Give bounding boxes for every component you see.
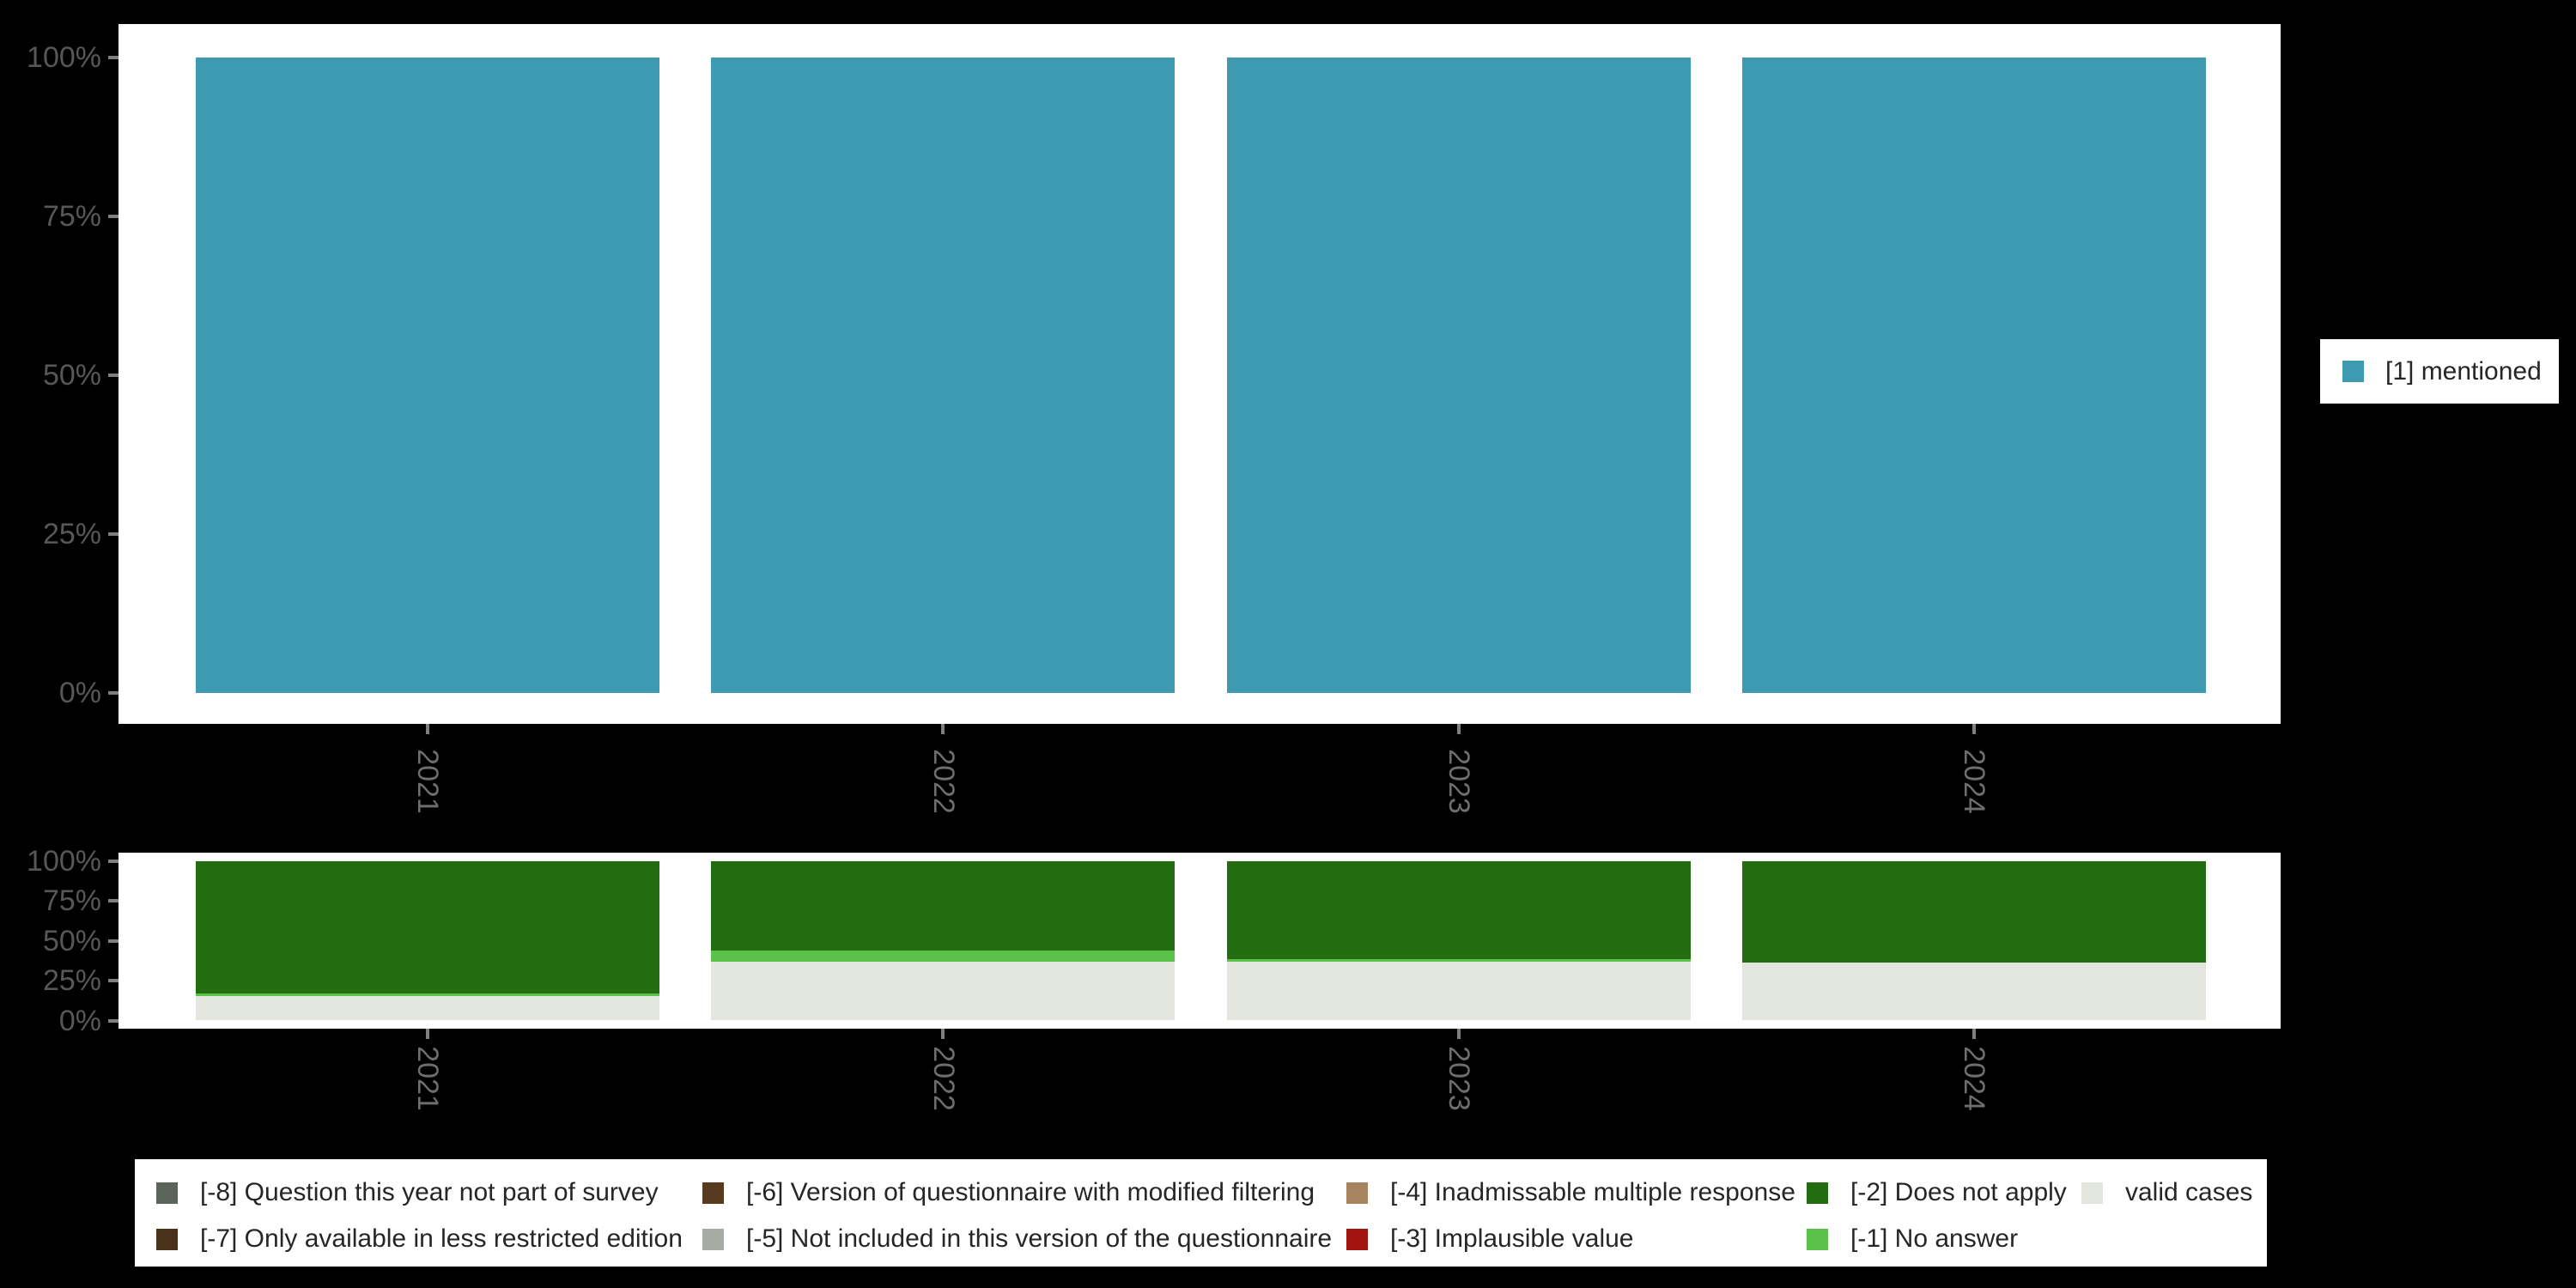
x-tick-mark-top: [941, 724, 945, 734]
y-tick-mark-top: [108, 215, 118, 218]
x-axis-year-label-bottom: 2024: [1957, 1042, 1991, 1115]
bar-segment-2021-bottom: [196, 993, 659, 996]
x-axis-year-text: 2024: [1958, 1046, 1991, 1111]
y-tick-label-top: 0%: [58, 677, 101, 709]
y-tick-label-bottom: 50%: [42, 924, 101, 957]
x-tick-mark-bottom: [1972, 1029, 1977, 1039]
y-tick-label-bottom: 25%: [42, 964, 101, 998]
y-tick-label-top: 100%: [27, 41, 101, 74]
bar-segment-2023-top: [1226, 58, 1691, 693]
legend-swatch: [1346, 1228, 1368, 1250]
legend-swatch: [1346, 1182, 1368, 1204]
legend-swatch: [1807, 1182, 1828, 1204]
x-axis-year-text: 2022: [927, 749, 960, 814]
x-axis-year-text: 2021: [411, 1046, 445, 1111]
legend-item: valid cases: [2081, 1178, 2253, 1206]
y-tick-mark-bottom: [108, 979, 118, 983]
legend-label: [-4] Inadmissable multiple response: [1390, 1178, 1795, 1206]
legend-item: [-4] Inadmissable multiple response: [1346, 1178, 1795, 1206]
x-axis-year-label-bottom: 2021: [410, 1042, 445, 1115]
x-tick-mark-top: [1972, 724, 1977, 734]
bar-segment-2023-bottom: [1226, 861, 1691, 960]
bar-segment-2022-bottom: [711, 950, 1176, 962]
legend-label: [-8] Question this year not part of surv…: [200, 1178, 659, 1206]
x-axis-year-label-bottom: 2022: [926, 1042, 960, 1115]
bar-segment-2024-bottom: [1742, 861, 2207, 963]
legend-label: [-1] No answer: [1850, 1224, 2019, 1253]
x-axis-year-label-top: 2022: [926, 745, 960, 817]
bar-segment-2024-top: [1742, 58, 2207, 693]
x-tick-mark-bottom: [426, 1029, 429, 1039]
legend-swatch: [702, 1228, 724, 1250]
bar-segment-2023-bottom: [1226, 959, 1691, 962]
legend-item: [-2] Does not apply: [1807, 1178, 2067, 1206]
y-tick-mark-top: [108, 532, 118, 536]
legend-label: valid cases: [2125, 1178, 2253, 1206]
y-tick-mark-bottom: [108, 939, 118, 943]
legend-swatch: [1807, 1228, 1828, 1250]
legend-swatch: [702, 1182, 724, 1204]
x-axis-year-text: 2023: [1442, 1046, 1475, 1111]
y-tick-label-top: 25%: [42, 518, 101, 550]
missing-values-legend: [-8] Question this year not part of surv…: [135, 1159, 2267, 1267]
legend-swatch: [156, 1182, 178, 1204]
x-tick-mark-top: [426, 724, 429, 734]
x-axis-year-text: 2021: [411, 749, 445, 814]
legend-swatch: [2081, 1182, 2103, 1204]
legend-item: [-3] Implausible value: [1346, 1224, 1634, 1253]
y-tick-mark-bottom: [108, 899, 118, 903]
y-tick-mark-top: [108, 374, 118, 377]
legend-label: [-7] Only available in less restricted e…: [200, 1224, 683, 1253]
x-axis-year-label-top: 2024: [1957, 745, 1991, 817]
x-tick-mark-bottom: [1456, 1029, 1461, 1039]
bar-segment-2021-bottom: [196, 995, 659, 1021]
y-tick-mark-bottom: [108, 860, 118, 863]
x-axis-year-text: 2022: [927, 1046, 960, 1111]
y-tick-mark-top: [108, 56, 118, 59]
y-tick-label-bottom: 75%: [42, 884, 101, 918]
x-axis-year-text: 2023: [1442, 749, 1475, 814]
x-tick-mark-bottom: [941, 1029, 945, 1039]
legend-item: [-5] Not included in this version of the…: [702, 1224, 1333, 1253]
bar-segment-2021-top: [196, 58, 659, 693]
legend-item: [-8] Question this year not part of surv…: [156, 1178, 659, 1206]
bar-segment-2022-top: [711, 58, 1176, 693]
mentioned-legend-swatch: [2342, 361, 2364, 382]
legend-label: [-6] Version of questionnaire with modif…: [746, 1178, 1315, 1206]
legend-label: [-5] Not included in this version of the…: [746, 1224, 1333, 1253]
y-tick-label-bottom: 100%: [27, 845, 101, 878]
y-tick-label-bottom: 0%: [58, 1004, 101, 1037]
bar-segment-2021-bottom: [196, 861, 659, 993]
bar-segment-2022-bottom: [711, 861, 1176, 951]
x-axis-year-label-top: 2023: [1442, 745, 1476, 817]
y-tick-mark-top: [108, 691, 118, 695]
y-tick-label-top: 50%: [42, 359, 101, 392]
bar-segment-2023-bottom: [1226, 961, 1691, 1021]
mentioned-legend-label: [1] mentioned: [2385, 356, 2542, 386]
top-chart-legend: [1] mentioned: [2320, 339, 2559, 404]
x-tick-mark-top: [1456, 724, 1461, 734]
legend-item: [-6] Version of questionnaire with modif…: [702, 1178, 1315, 1206]
legend-swatch: [156, 1228, 178, 1250]
legend-item: [-1] No answer: [1807, 1224, 2019, 1253]
y-tick-mark-bottom: [108, 1018, 118, 1023]
legend-label: [-2] Does not apply: [1850, 1178, 2067, 1206]
bar-segment-2024-bottom: [1742, 962, 2207, 1021]
y-tick-label-top: 75%: [42, 200, 101, 233]
bar-segment-2022-bottom: [711, 961, 1176, 1021]
x-axis-year-label-top: 2021: [410, 745, 445, 817]
legend-item: [-7] Only available in less restricted e…: [156, 1224, 683, 1253]
x-axis-year-text: 2024: [1958, 749, 1991, 814]
x-axis-year-label-bottom: 2023: [1442, 1042, 1476, 1115]
legend-label: [-3] Implausible value: [1390, 1224, 1634, 1253]
